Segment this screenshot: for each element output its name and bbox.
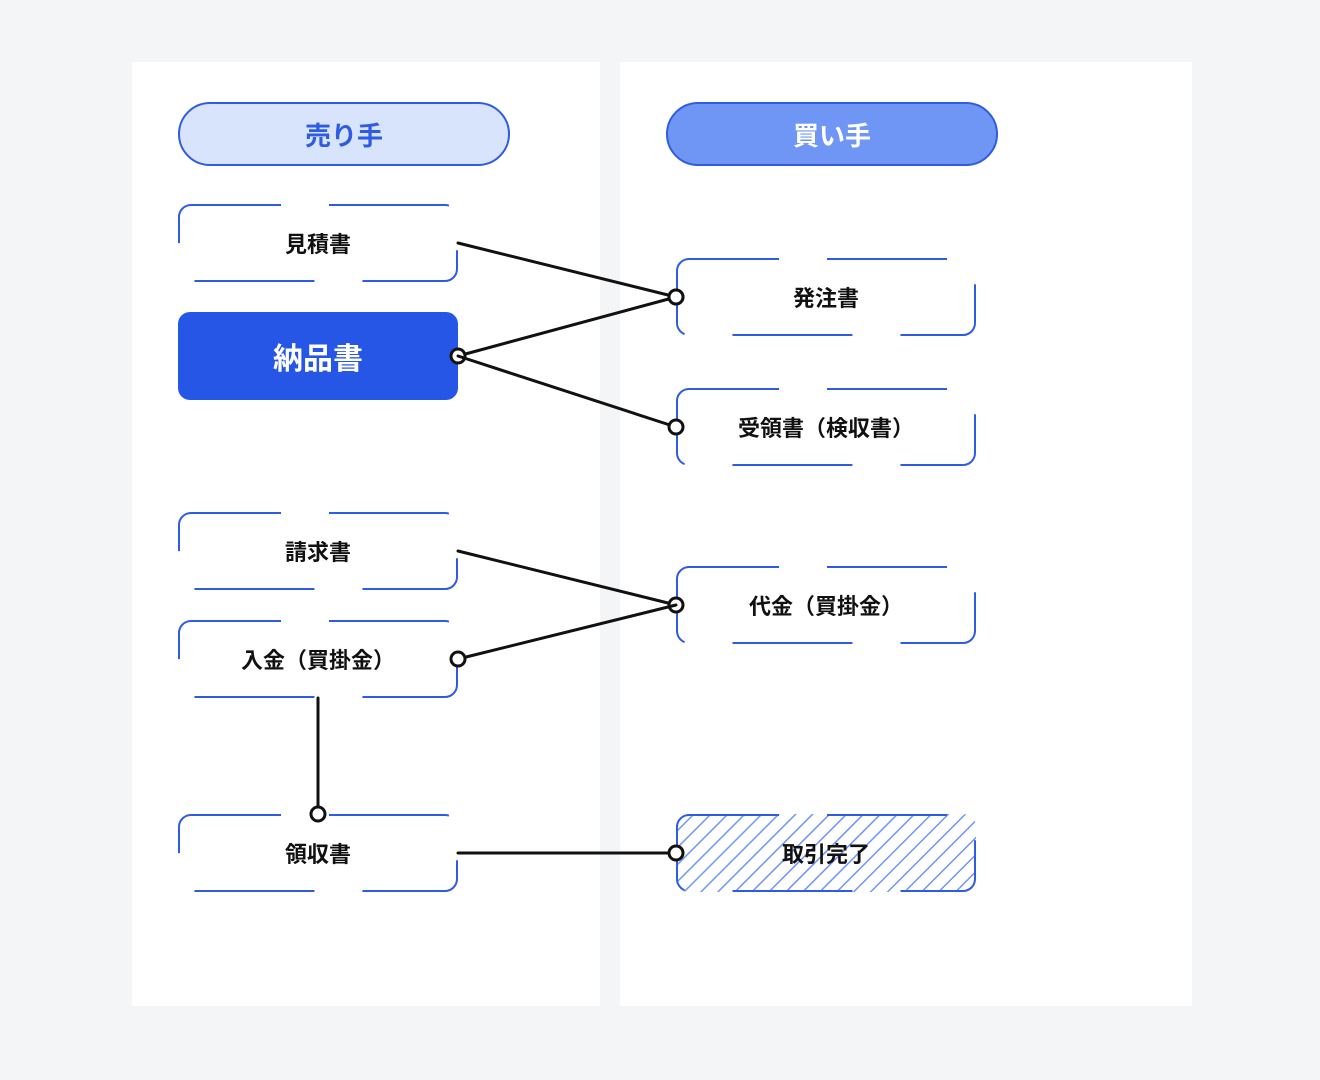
header-seller-label: 売り手 xyxy=(305,116,383,153)
node-estimate: 見積書 xyxy=(178,204,458,282)
header-buyer-label: 買い手 xyxy=(793,116,871,153)
node-complete-label: 取引完了 xyxy=(782,837,870,869)
node-estimate-label: 見積書 xyxy=(285,227,351,259)
node-receipt: 領収書 xyxy=(178,814,458,892)
node-invoice: 請求書 xyxy=(178,512,458,590)
node-receipt-label: 領収書 xyxy=(285,837,351,869)
node-acceptance-label: 受領書（検収書） xyxy=(738,411,914,443)
node-order: 発注書 xyxy=(676,258,976,336)
header-buyer: 買い手 xyxy=(666,102,998,166)
node-complete: 取引完了 xyxy=(676,814,976,892)
node-acceptance: 受領書（検収書） xyxy=(676,388,976,466)
node-delivery-highlight: 納品書 xyxy=(178,312,458,400)
diagram-stage: 売り手 買い手 見積書 納品書 請求書 入金（買掛金） 領収書 発注書 受領書（… xyxy=(0,0,1320,1080)
node-delivery-label: 納品書 xyxy=(273,334,363,378)
node-deposit: 入金（買掛金） xyxy=(178,620,458,698)
header-seller: 売り手 xyxy=(178,102,510,166)
node-payment-label: 代金（買掛金） xyxy=(749,589,903,621)
node-payment: 代金（買掛金） xyxy=(676,566,976,644)
node-deposit-label: 入金（買掛金） xyxy=(241,643,395,675)
node-invoice-label: 請求書 xyxy=(285,535,351,567)
node-order-label: 発注書 xyxy=(793,281,859,313)
